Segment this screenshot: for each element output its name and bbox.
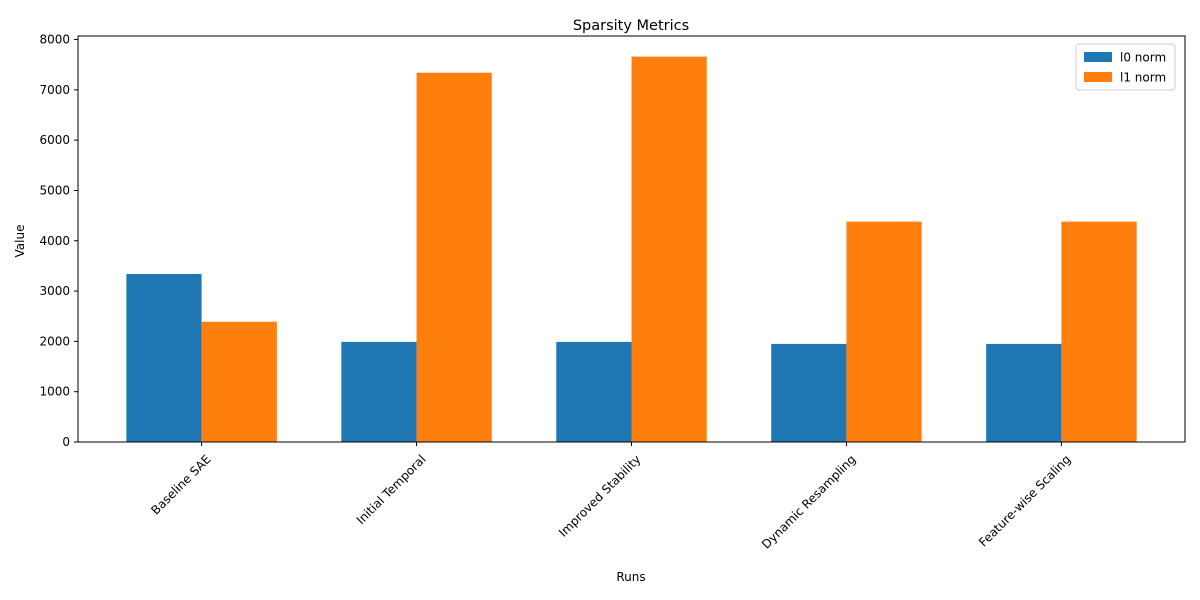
bar-l1-norm-0 <box>201 321 277 442</box>
legend-swatch <box>1084 52 1112 62</box>
bar-l1-norm-1 <box>416 72 492 442</box>
bar-l0-norm-2 <box>556 341 632 442</box>
y-tick-label: 8000 <box>39 33 70 47</box>
bar-l1-norm-2 <box>631 56 707 442</box>
legend-label: l1 norm <box>1120 71 1166 85</box>
y-tick-label: 5000 <box>39 183 70 197</box>
y-tick-label: 6000 <box>39 133 70 147</box>
y-tick-label: 4000 <box>39 234 70 248</box>
bar-l0-norm-1 <box>341 341 417 442</box>
legend-label: l0 norm <box>1120 51 1166 65</box>
y-tick-label: 2000 <box>39 334 70 348</box>
y-tick-label: 0 <box>62 435 70 449</box>
y-tick-label: 1000 <box>39 385 70 399</box>
bar-l0-norm-3 <box>771 343 847 442</box>
y-tick-label: 3000 <box>39 284 70 298</box>
legend-swatch <box>1084 72 1112 82</box>
y-axis-title: Value <box>13 225 27 258</box>
chart-title: Sparsity Metrics <box>573 18 689 34</box>
legend: l0 norm l1 norm <box>1075 43 1176 91</box>
x-axis-title: Runs <box>616 570 645 584</box>
bar-l0-norm-0 <box>126 273 202 442</box>
bar-l1-norm-3 <box>846 221 922 442</box>
bar-l0-norm-4 <box>986 343 1062 442</box>
y-tick-label: 7000 <box>39 83 70 97</box>
bar-l1-norm-4 <box>1061 221 1137 442</box>
